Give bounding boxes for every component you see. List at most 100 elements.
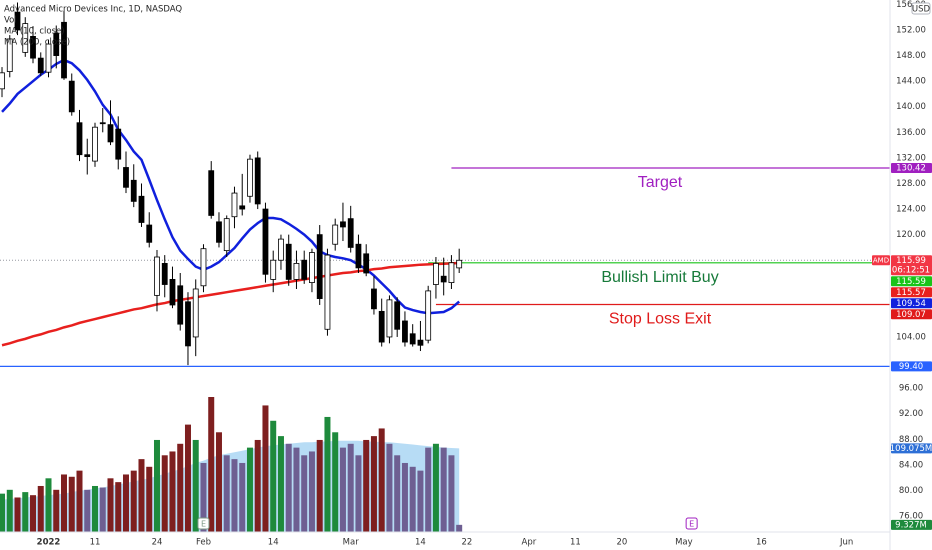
candle-body xyxy=(270,259,277,280)
y-tick-label: 140.00 xyxy=(896,102,926,112)
candle-body xyxy=(68,80,75,113)
volume-bar xyxy=(99,487,106,532)
symbol-badge xyxy=(872,255,890,266)
candle-body xyxy=(208,170,215,216)
volume-bar xyxy=(394,455,401,532)
candle-body xyxy=(254,157,261,205)
volume-bar xyxy=(184,424,191,532)
x-tick-label: 14 xyxy=(268,538,279,548)
candle-body xyxy=(231,192,238,218)
volume-bar xyxy=(456,524,463,532)
volume-bar xyxy=(61,474,68,532)
y-tick-label: 136.00 xyxy=(896,128,926,138)
volume-bar xyxy=(146,466,153,532)
volume-bar xyxy=(122,474,129,532)
volume-bar xyxy=(293,447,300,532)
volume-badge-label: 109.075M xyxy=(890,444,932,454)
volume-bar xyxy=(208,397,215,532)
volume-bar xyxy=(0,493,6,532)
volume-bar xyxy=(91,485,98,532)
volume-bar xyxy=(417,470,424,532)
candle-body xyxy=(185,301,191,347)
x-tick-label: 11 xyxy=(570,538,581,548)
volume-bar xyxy=(169,451,176,532)
volume-bar xyxy=(324,416,331,532)
candle-body xyxy=(332,224,339,245)
volume-bar xyxy=(115,482,122,532)
time-axis xyxy=(0,532,890,550)
candle-body xyxy=(99,122,106,125)
candle-body xyxy=(146,224,153,243)
volume-bar xyxy=(285,443,292,532)
price-badge-label: 130.42 xyxy=(896,163,926,173)
price-badge xyxy=(891,162,932,173)
x-tick-label: 22 xyxy=(462,538,473,548)
volume-bar xyxy=(347,443,354,532)
x-tick-label: 11 xyxy=(90,538,101,548)
x-tick-label: Feb xyxy=(196,538,211,548)
candle-body xyxy=(262,208,269,275)
candle-body xyxy=(394,301,401,330)
moving-average xyxy=(1,261,460,347)
volume-bar xyxy=(270,420,277,532)
candle-body xyxy=(37,57,44,74)
legend-ma: MA (200, close) xyxy=(4,38,70,48)
moving-average xyxy=(1,58,460,315)
y-tick-label: 124.00 xyxy=(896,205,926,215)
y-tick-label: 84.00 xyxy=(899,460,923,470)
y-tick-label: 96.00 xyxy=(899,384,923,394)
symbol-label: AMD xyxy=(873,256,889,264)
candle-body xyxy=(378,310,385,343)
axes: 156.00 152.00 148.00 144.00 140.00 136.00 132.… xyxy=(37,0,932,548)
price-badge xyxy=(891,276,932,287)
y-tick-label: 120.00 xyxy=(896,230,926,240)
event-marker xyxy=(197,517,210,530)
countdown: 06:12:51 xyxy=(892,265,930,275)
volume-bar xyxy=(223,455,230,532)
candle-body xyxy=(285,243,292,280)
event-label: E xyxy=(201,520,206,529)
volume-bar xyxy=(277,436,284,532)
candle-body xyxy=(309,252,315,283)
event-label: E xyxy=(689,520,694,529)
candle-body xyxy=(448,262,455,283)
candle-body xyxy=(92,126,98,162)
price-badge-label: 115.59 xyxy=(896,277,926,287)
candle-body xyxy=(53,32,60,56)
volume-bar xyxy=(378,428,385,532)
x-tick-label: Mar xyxy=(343,538,360,548)
level-annotation: Target xyxy=(638,174,683,191)
x-tick-label: Apr xyxy=(522,538,537,548)
candle-body xyxy=(107,124,114,143)
candle-body xyxy=(433,263,439,285)
price-badge xyxy=(891,309,932,320)
candle-body xyxy=(14,11,21,31)
price-badge xyxy=(891,298,932,309)
candle-body xyxy=(425,290,432,341)
volume-bar xyxy=(231,459,238,532)
volume-bar xyxy=(370,436,377,532)
level-annotation: Bullish Limit Buy xyxy=(601,269,718,286)
y-tick-label: 128.00 xyxy=(896,179,926,189)
candle-body xyxy=(371,288,377,310)
x-tick-label: 20 xyxy=(616,538,627,548)
candle-body xyxy=(123,167,129,188)
price-lines: Target Bullish Limit Buy Stop Loss Exit xyxy=(0,58,890,367)
candle-body xyxy=(386,299,393,338)
candle-body xyxy=(84,154,91,158)
overlay-text: Advanced Micro Devices Inc, 1D, NASDAQ V… xyxy=(4,5,182,48)
price-badge-label: 115.99 xyxy=(896,256,926,266)
volume-bar xyxy=(425,447,432,532)
y-tick-label: 152.00 xyxy=(896,25,926,35)
candle-body xyxy=(456,259,463,269)
volume-bar xyxy=(130,470,137,532)
candle-body xyxy=(239,205,246,210)
volume-bar xyxy=(239,462,246,532)
x-tick-label: Jun xyxy=(839,538,853,548)
candle-body xyxy=(293,263,300,280)
volume-bar xyxy=(84,489,91,532)
candle-body xyxy=(440,275,447,283)
volume-bar xyxy=(22,492,29,532)
chart-title: Advanced Micro Devices Inc, 1D, NASDAQ xyxy=(4,5,182,15)
